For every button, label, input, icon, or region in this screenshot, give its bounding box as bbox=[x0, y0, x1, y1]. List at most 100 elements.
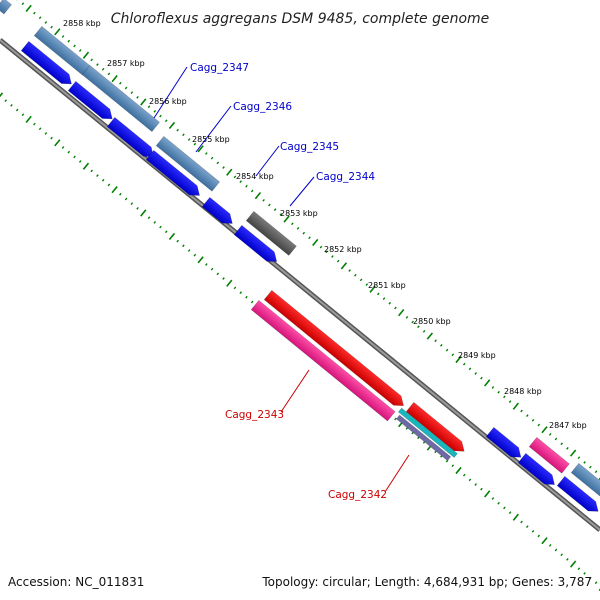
scale-tick bbox=[147, 105, 151, 109]
scale-tick bbox=[193, 142, 197, 146]
scale-tick bbox=[262, 198, 265, 202]
scale-tick bbox=[440, 344, 443, 347]
scale-tick bbox=[226, 279, 233, 287]
cds-forward[interactable] bbox=[20, 40, 75, 88]
scale-tick bbox=[15, 108, 19, 112]
scale-tick bbox=[531, 418, 535, 422]
gene-label-cagg-2344[interactable]: Cagg_2344 bbox=[316, 171, 375, 183]
gene-label-cagg-2347[interactable]: Cagg_2347 bbox=[190, 62, 249, 74]
cds-forward[interactable] bbox=[145, 149, 203, 200]
gene-pink[interactable] bbox=[250, 299, 396, 422]
scale-label: 2858 kbp bbox=[63, 19, 101, 28]
scale-label: 2852 kbp bbox=[324, 245, 362, 254]
scale-tick bbox=[526, 525, 529, 529]
scale-tick bbox=[245, 295, 248, 299]
gene-gray[interactable] bbox=[245, 210, 297, 256]
scale-tick bbox=[187, 249, 191, 252]
scale-tick bbox=[90, 169, 94, 173]
scale-tick bbox=[101, 67, 105, 71]
scale-label: 2856 kbp bbox=[149, 97, 187, 106]
gene-purple[interactable] bbox=[395, 414, 452, 462]
cds-forward[interactable] bbox=[556, 475, 600, 516]
scale-tick bbox=[548, 432, 552, 436]
scale-tick bbox=[279, 212, 283, 216]
cds-forward[interactable] bbox=[67, 80, 116, 123]
scale-tick bbox=[537, 534, 541, 538]
scale-tick bbox=[503, 395, 506, 399]
scale-tick bbox=[468, 367, 472, 371]
gene-steel[interactable] bbox=[81, 64, 160, 132]
scale-tick bbox=[560, 442, 563, 446]
backbone bbox=[0, 38, 600, 532]
scale-tick bbox=[78, 49, 82, 52]
scale-tick bbox=[164, 230, 168, 234]
scale-tick bbox=[159, 114, 162, 118]
gene-pink[interactable] bbox=[528, 436, 570, 474]
gene-steel[interactable] bbox=[570, 462, 600, 499]
scale-tick bbox=[537, 423, 541, 427]
cds-forward[interactable] bbox=[106, 116, 157, 161]
scale-tick bbox=[140, 98, 147, 106]
leader-cagg-2346 bbox=[195, 105, 232, 153]
scale-tick bbox=[359, 278, 363, 282]
scale-tick bbox=[130, 91, 134, 95]
scale-tick bbox=[308, 236, 311, 240]
cds-red[interactable] bbox=[405, 401, 468, 456]
scale-tick bbox=[153, 221, 157, 224]
scale-label: 2849 kbp bbox=[458, 351, 496, 360]
gene-steel[interactable] bbox=[33, 25, 91, 76]
scale-tick bbox=[497, 390, 500, 394]
scale-tick bbox=[239, 291, 243, 294]
scale-label: 2847 kbp bbox=[549, 421, 587, 430]
scale-tick bbox=[503, 506, 506, 510]
scale-tick bbox=[82, 51, 90, 59]
gene-steel[interactable] bbox=[155, 135, 220, 192]
scale-tick bbox=[33, 122, 36, 126]
gene-teal[interactable] bbox=[397, 407, 458, 458]
scale-tick bbox=[348, 269, 351, 272]
scale-tick bbox=[268, 203, 271, 207]
scale-tick bbox=[325, 250, 328, 254]
scale-tick bbox=[376, 292, 380, 296]
gene-steel[interactable] bbox=[0, 0, 12, 15]
scale-tick bbox=[577, 456, 581, 460]
cds-red[interactable] bbox=[263, 289, 407, 410]
scale-tick bbox=[474, 372, 478, 375]
scale-label: 2850 kbp bbox=[413, 317, 451, 326]
cds-forward[interactable] bbox=[201, 196, 236, 228]
scale-tick bbox=[187, 138, 191, 141]
scale-tick bbox=[369, 285, 376, 293]
cds-forward[interactable] bbox=[517, 452, 558, 489]
scale-tick bbox=[583, 461, 586, 464]
scale-tick bbox=[176, 128, 179, 132]
gene-label-cagg-2345[interactable]: Cagg_2345 bbox=[280, 141, 339, 153]
scale-tick bbox=[566, 558, 569, 561]
scale-tick bbox=[417, 325, 420, 329]
scale-tick bbox=[216, 272, 220, 276]
scale-tick bbox=[445, 348, 449, 352]
gene-label-cagg-2346[interactable]: Cagg_2346 bbox=[233, 101, 292, 113]
scale-tick bbox=[216, 161, 220, 165]
cds-forward[interactable] bbox=[485, 426, 525, 462]
scale-tick bbox=[44, 21, 48, 24]
scale-tick bbox=[302, 231, 306, 235]
scale-tick bbox=[541, 537, 548, 545]
gene-label-cagg-2343[interactable]: Cagg_2343 bbox=[225, 409, 284, 421]
scale-tick bbox=[480, 487, 483, 491]
cds-forward[interactable] bbox=[233, 224, 280, 266]
scale-tick bbox=[61, 35, 65, 38]
gene-labels: Cagg_2347 Cagg_2346 Cagg_2345 Cagg_2344 … bbox=[190, 62, 387, 501]
scale-tick bbox=[119, 81, 122, 85]
scale-tick bbox=[394, 417, 397, 421]
scale-tick bbox=[222, 277, 225, 280]
scale-tick bbox=[197, 256, 204, 264]
leader-cagg-2343 bbox=[280, 369, 310, 413]
scale-tick bbox=[541, 426, 548, 434]
scale-tick bbox=[491, 497, 495, 500]
gene-label-cagg-2342[interactable]: Cagg_2342 bbox=[328, 489, 387, 501]
scale-tick bbox=[124, 86, 128, 90]
scale-tick bbox=[394, 306, 397, 310]
scale-tick bbox=[398, 309, 405, 317]
scale-tick bbox=[319, 245, 323, 249]
